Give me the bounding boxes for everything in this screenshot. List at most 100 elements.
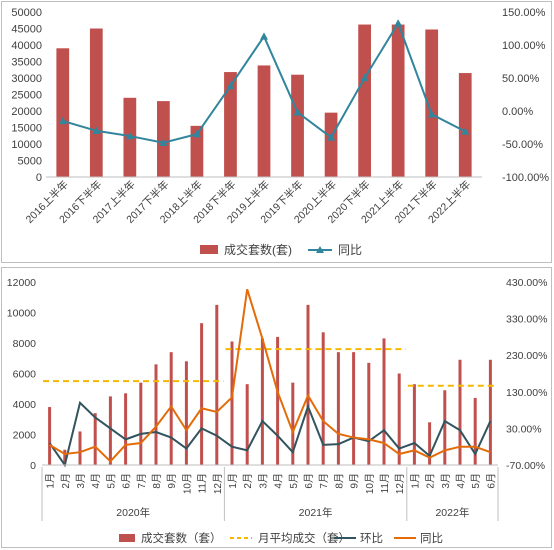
bar [215,304,219,465]
x-tick-label: 1月 [45,473,57,489]
year-label: 2021年 [299,506,333,519]
bar [291,382,295,465]
top-chart-panel: 0 5000 10000 15000 20000 25000 30000 35000 40000… [1,1,552,263]
x-tick-label: 7月 [136,473,148,489]
legend-swatch-bars [200,245,218,254]
bar [458,359,462,465]
y-left-tick-label: 40000 [11,40,42,52]
bar [391,24,405,178]
x-tick-label: 3月 [440,473,452,489]
bar [382,338,386,465]
x-tick-label: 8月 [151,473,163,489]
y-right-tick-label: 230.00% [506,350,547,362]
x-tick-label: 9月 [349,473,361,489]
bar [124,393,128,465]
x-tick-label: 10月 [364,473,376,494]
x-tick-label: 5月 [288,473,300,489]
yoy-point [159,138,168,146]
bar [63,449,67,465]
bar [428,422,432,465]
bar [358,24,371,178]
x-tick-label: 10月 [181,473,193,494]
bar [443,390,447,465]
x-tick-label: 6月 [485,473,497,489]
x-tick-label: 4月 [90,473,102,489]
x-tick-label: 1月 [409,473,421,489]
bar [108,396,112,465]
x-tick-label: 11月 [197,473,209,493]
bottom-chart-panel: 0 2000 4000 6000 8000 10000 12000 -70.00% 30.00%… [1,267,552,548]
yoy-point [58,116,67,125]
mom-line [48,400,492,468]
yoy-point [125,132,134,140]
yoy-point [293,108,302,116]
legend-label-line: 同比 [338,243,362,257]
bar [306,304,310,465]
y-left-tick-label: 30000 [11,73,42,85]
bar [89,28,103,177]
x-tick-label: 6月 [303,473,315,489]
y-right-tick-label: 30.00% [506,423,542,435]
x-tick-label: 2月 [242,473,254,489]
y-right-tick-label: 430.00% [506,277,547,289]
y-left-tick-label: 25000 [11,90,42,102]
y-left-tick-label: 2000 [13,430,37,442]
x-tick-label: 12月 [394,473,406,494]
yoy-point [461,127,470,135]
y-left-tick-label: 20000 [11,106,42,118]
bar [78,431,82,465]
x-tick-label: 8月 [333,473,345,489]
bar [154,364,158,465]
year-label: 2020年 [116,506,150,519]
bar [425,29,439,177]
x-tick-label: 9月 [166,473,178,489]
y-right-tick-label: -50.00% [502,139,543,151]
x-tick-label: 5月 [105,473,117,489]
bar [48,407,52,465]
x-tick-label: 2月 [60,473,72,489]
bar [200,323,204,465]
legend-label-yoy: 同比 [420,532,443,545]
bar [190,125,204,177]
bar [291,74,304,177]
bar [169,352,173,465]
bar [473,397,477,465]
y-right-tick-label: 150.00% [502,7,546,19]
bar [412,384,416,465]
yoy-point [226,81,235,90]
y-left-tick-label: 6000 [13,369,37,381]
bar [184,361,188,465]
y-left-tick-label: 45000 [11,24,42,36]
yoy-point [192,130,201,138]
x-tick-label: 11月 [379,473,391,493]
y-left-tick-label: 4000 [13,399,37,411]
y-left-tick-label: 10000 [7,308,36,320]
bar [458,73,472,177]
bar [324,112,338,177]
bar [260,338,264,465]
yoy-point [92,126,101,134]
y-left-tick-label: 35000 [11,57,42,69]
bar [321,332,325,465]
bar [230,341,234,465]
y-right-tick-label: 330.00% [506,314,547,326]
y-left-tick-label: 12000 [7,277,36,289]
y-left-tick-label: 15000 [11,123,42,135]
x-tick-label: 2月 [425,473,437,489]
legend-label-average: 月平均成交（套） [258,531,350,545]
y-left-tick-label: 50000 [11,7,42,19]
yoy-point [427,110,436,118]
y-right-tick-label: -100.00% [502,172,549,184]
yoy-point [360,74,369,82]
y-left-tick-label: 0 [30,460,36,472]
y-right-tick-label: -70.00% [506,460,545,472]
half-year-chart: 0 5000 10000 15000 20000 25000 30000 35000 40000… [11,7,549,257]
bar [139,382,143,465]
year-label: 2022年 [435,506,469,519]
bar [336,352,340,465]
monthly-chart: 0 2000 4000 6000 8000 10000 12000 -70.00% 30.00%… [7,277,548,545]
yoy-point [327,133,336,141]
x-tick-label: 5月 [470,473,482,489]
y-right-tick-label: 50.00% [502,73,540,85]
y-right-tick-label: 100.00% [502,40,546,52]
